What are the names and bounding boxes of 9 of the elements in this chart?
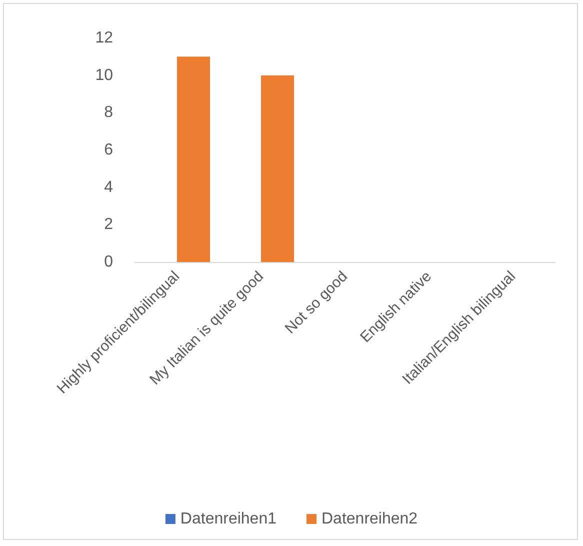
y-tick-label: 8 <box>104 104 114 122</box>
y-tick-label: 2 <box>104 216 114 234</box>
y-tick-label: 6 <box>104 142 114 158</box>
legend-label: Datenreihen1 <box>180 510 277 528</box>
legend-label: Datenreihen2 <box>322 510 418 528</box>
y-tick-label: 0 <box>104 254 114 270</box>
y-tick-label: 4 <box>104 178 114 196</box>
y-tick-label: 12 <box>95 30 114 46</box>
y-tick-label: 10 <box>95 66 114 84</box>
